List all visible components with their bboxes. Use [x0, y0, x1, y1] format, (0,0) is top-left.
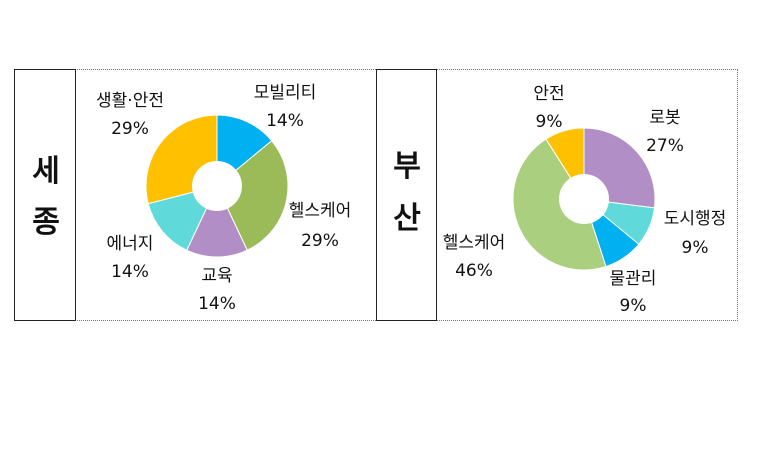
- slice-value-label: 27%: [646, 136, 684, 156]
- slice-label: 로봇: [649, 108, 680, 128]
- slice-label: 헬스케어: [289, 201, 352, 221]
- city-label-box-busan: 부 산: [376, 69, 437, 321]
- slice-value-label: 9%: [536, 112, 563, 132]
- slice-value-label: 14%: [111, 262, 149, 282]
- slice-value-label: 14%: [198, 294, 236, 314]
- slice-label: 생활·안전: [96, 91, 164, 111]
- city-name-char: 종: [32, 205, 60, 240]
- city-name-char: 세: [32, 154, 60, 189]
- slice-label: 도시행정: [664, 209, 727, 229]
- slice-label: 모빌리티: [254, 83, 317, 103]
- pie-slice: [512, 138, 607, 271]
- city-name-char: 부: [393, 149, 421, 184]
- slice-value-label: 29%: [301, 231, 339, 251]
- slice-value-label: 14%: [266, 111, 304, 131]
- slice-value-label: 9%: [620, 296, 647, 316]
- pie-slice: [186, 184, 248, 258]
- slice-label: 물관리: [610, 269, 657, 289]
- city-label-box-sejong: 세 종: [14, 69, 76, 321]
- slice-label: 안전: [533, 84, 564, 104]
- slice-label: 에너지: [107, 234, 154, 254]
- slice-label: 교육: [201, 266, 232, 286]
- slice-value-label: 29%: [111, 119, 149, 139]
- slice-value-label: 46%: [455, 261, 493, 281]
- slice-label: 헬스케어: [443, 233, 506, 253]
- city-name-char: 산: [393, 201, 421, 236]
- slice-value-label: 9%: [682, 238, 709, 258]
- donut-hole: [192, 161, 242, 211]
- donut-hole: [559, 174, 609, 224]
